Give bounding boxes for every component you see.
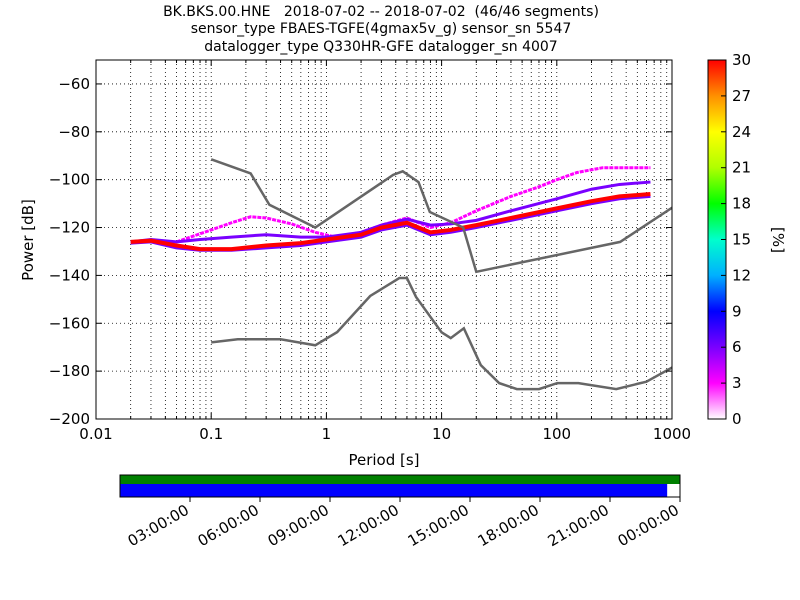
chart-title-line-1: BK.BKS.00.HNE 2018-07-02 -- 2018-07-02 (…: [163, 4, 599, 20]
timeline-data-available-bar: [120, 475, 680, 484]
timeline-tick-label: 03:00:00: [125, 501, 192, 550]
x-axis: 0.01 0.1 1 10 100 1000: [79, 60, 691, 443]
timeline-tick-label: 00:00:00: [615, 501, 682, 550]
y-tick-label: −180: [49, 362, 90, 380]
y-tick-label: −80: [58, 123, 90, 141]
x-axis-label: Period [s]: [348, 451, 419, 469]
colorbar-axis: 0 3 6 9 12 15 18 21 24 27 30: [721, 51, 751, 428]
colorbar-tick-label: 27: [732, 87, 751, 105]
y-tick-label: −140: [49, 266, 90, 284]
plot-frame: [95, 59, 673, 420]
timeline-tick-label: 18:00:00: [475, 501, 542, 550]
psd-histogram: [130, 166, 651, 252]
timeline-axis: 03:00:00 06:00:00 09:00:00 12:00:00 15:00:00…: [125, 497, 682, 550]
colorbar-tick-label: 6: [732, 338, 742, 356]
timeline-tick-label: 12:00:00: [335, 501, 402, 550]
x-tick-label: 10: [432, 425, 451, 443]
y-tick-label: −200: [49, 410, 90, 428]
colorbar-tick-label: 30: [732, 51, 751, 69]
timeline-psd-used-bar: [120, 484, 668, 497]
colorbar-tick-label: 3: [732, 374, 742, 392]
timeline-tick-label: 06:00:00: [195, 501, 262, 550]
timeline-tick-label: 15:00:00: [405, 501, 472, 550]
timeline-tick-label: 09:00:00: [265, 501, 332, 550]
x-tick-label: 100: [542, 425, 571, 443]
noise-models: [210, 158, 672, 391]
psd-band-dominant: [130, 192, 651, 252]
y-axis-label: Power [dB]: [19, 199, 37, 281]
high-noise-model-line: [210, 158, 672, 274]
colorbar-tick-label: 15: [732, 231, 751, 249]
x-tick-label: 1000: [653, 425, 691, 443]
y-axis: −200 −180 −160 −140 −120 −100 −80 −60: [49, 75, 672, 428]
colorbar-label: [%]: [769, 227, 787, 253]
colorbar-tick-label: 18: [732, 195, 751, 213]
x-tick-label: 0.01: [79, 425, 112, 443]
colorbar-tick-label: 0: [732, 410, 742, 428]
timeline-tick-label: 21:00:00: [545, 501, 612, 550]
y-tick-label: −100: [49, 171, 90, 189]
colorbar-tick-label: 21: [732, 159, 751, 177]
psd-band-spread-high: [130, 180, 651, 244]
low-noise-model-line: [211, 276, 672, 391]
y-tick-label: −60: [58, 75, 90, 93]
x-tick-label: 0.1: [199, 425, 223, 443]
colorbar-tick-label: 12: [732, 266, 751, 284]
y-tick-label: −160: [49, 314, 90, 332]
grid-lines: [96, 60, 672, 419]
x-tick-label: 1: [322, 425, 332, 443]
chart-title-line-2: sensor_type FBAES-TGFE(4gmax5v_g) sensor…: [191, 21, 572, 37]
chart-title-line-3: datalogger_type Q330HR-GFE datalogger_sn…: [204, 39, 557, 55]
colorbar-tick-label: 24: [732, 123, 751, 141]
y-tick-label: −120: [49, 219, 90, 237]
colorbar-tick-label: 9: [732, 302, 742, 320]
